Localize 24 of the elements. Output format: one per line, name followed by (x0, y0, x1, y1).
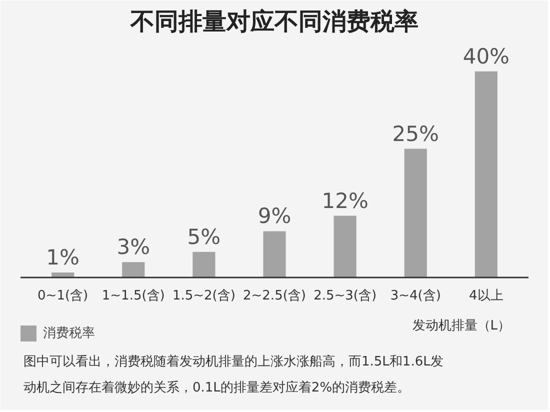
x-tick-label: 1.5~2(含) (172, 288, 236, 304)
legend-label: 消费税率 (43, 325, 95, 342)
x-tick-label: 1~1.5(含) (102, 288, 165, 304)
x-tick-label: 2.5~3(含) (314, 288, 377, 304)
data-label: 3% (116, 235, 150, 260)
x-tick-label: 4以上 (469, 288, 504, 304)
bar (404, 148, 427, 278)
x-tick-label: 2~2.5(含) (243, 288, 306, 304)
bar (192, 252, 216, 278)
data-label: 25% (392, 122, 439, 146)
bar (474, 71, 498, 278)
text: 图中可以看出，消费税随着发动机排量的上涨水涨船高，而1.5L和1.6L发动机之间存在着微妙的关系，0.1L的排量差对应着2%的消费税差。 (24, 354, 444, 396)
x-tick-label: 0~1(含) (38, 288, 88, 304)
data-label: 40% (462, 44, 510, 68)
x-tick-label: 3~4(含) (390, 288, 441, 304)
data-label: 9% (258, 204, 292, 228)
data-label: 1% (46, 245, 80, 270)
data-label: 5% (187, 224, 221, 249)
bar (122, 262, 145, 278)
bar (263, 231, 286, 278)
data-label: 12% (322, 188, 368, 213)
x-axis-title: 发动机排量（L） (412, 318, 511, 334)
bar (334, 216, 356, 278)
chart-title: 不同排量对应不同消费税率 (130, 8, 418, 36)
